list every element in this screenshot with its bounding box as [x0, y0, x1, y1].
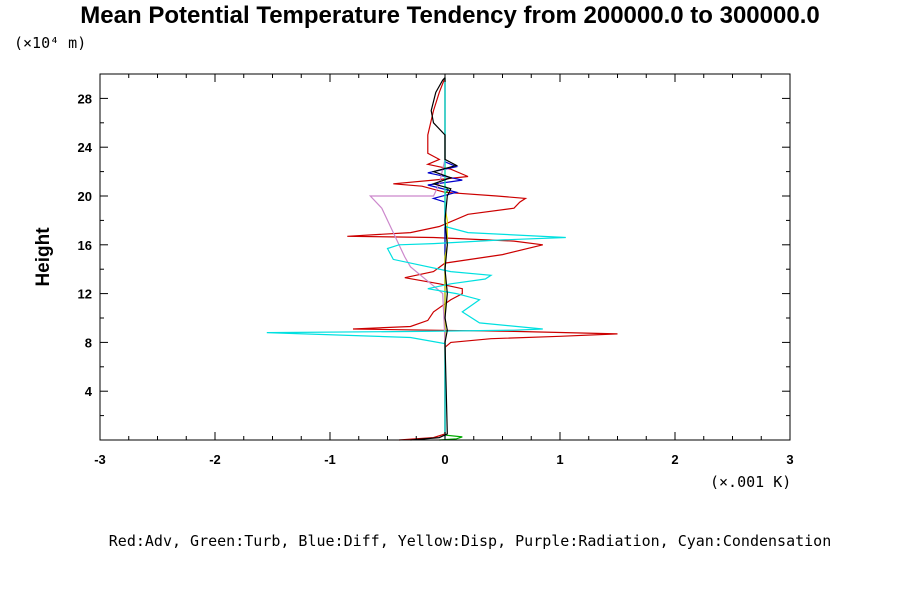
legend: Red:Adv, Green:Turb, Blue:Diff, Yellow:D… [108, 532, 832, 550]
x-tick-label: 2 [671, 452, 678, 467]
chart-title: Mean Potential Temperature Tendency from… [80, 2, 820, 29]
y-axis-label: Height [33, 227, 54, 287]
x-unit-label: (×.001 K) [710, 473, 792, 491]
y-unit-label: (×10⁴ m) [14, 34, 87, 52]
plot-frame [99, 73, 791, 441]
x-tick-label: -3 [94, 452, 106, 467]
y-tick-label: 24 [78, 140, 93, 155]
x-tick-label: 3 [786, 452, 793, 467]
y-tick-label: 8 [85, 335, 92, 350]
x-tick-label: 0 [441, 452, 448, 467]
series-line-total [410, 77, 459, 441]
series-line-condensation [266, 77, 566, 440]
y-tick-label: 20 [78, 189, 92, 204]
y-tick-label: 12 [78, 287, 92, 302]
y-tick-label: 4 [85, 384, 93, 399]
series-line-radiation [368, 77, 446, 438]
x-tick-label: -1 [324, 452, 336, 467]
series-line-adv [347, 77, 618, 441]
x-tick-label: -2 [209, 452, 221, 467]
y-tick-label: 28 [78, 91, 92, 106]
y-tick-label: 16 [78, 238, 92, 253]
x-tick-label: 1 [556, 452, 563, 467]
